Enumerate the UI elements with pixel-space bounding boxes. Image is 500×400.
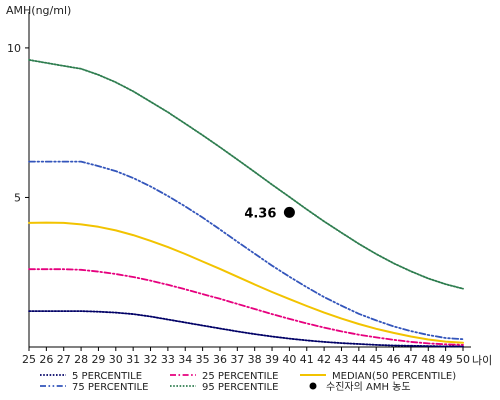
x-tick-label: 48 — [421, 353, 435, 366]
x-tick-label: 28 — [74, 353, 88, 366]
x-tick-label: 41 — [300, 353, 314, 366]
legend-label-5-percentile: 5 PERCENTILE — [72, 371, 142, 382]
x-tick-label: 34 — [178, 353, 192, 366]
series-layer — [28, 59, 464, 348]
x-tick-label: 33 — [161, 353, 175, 366]
legend-label-median-50-percentile: MEDIAN(50 PERCENTILE) — [332, 371, 456, 382]
x-axis-title: 나이 — [472, 354, 492, 367]
legend-swatch-patient — [309, 382, 317, 390]
y-tick-label: 5 — [14, 191, 21, 204]
legend-label-95-percentile: 95 PERCENTILE — [202, 382, 278, 393]
series-line-75-percentile — [28, 160, 464, 341]
legend-label-25-percentile: 25 PERCENTILE — [202, 371, 278, 382]
x-tick-label: 44 — [352, 353, 366, 366]
patient-amh-point — [283, 206, 295, 218]
x-tick-label: 43 — [334, 353, 348, 366]
x-tick-label: 32 — [144, 353, 158, 366]
series-line-95-percentile — [28, 59, 464, 290]
y-axis-title: AMH(ng/ml) — [6, 4, 71, 17]
legend: 5 PERCENTILE 25 PERCENTILE MEDIAN(50 PERCE… — [40, 371, 456, 393]
x-tick-label: 39 — [265, 353, 279, 366]
x-tick-label: 49 — [439, 353, 453, 366]
x-tick-label: 46 — [387, 353, 401, 366]
x-tick-label: 36 — [213, 353, 227, 366]
x-tick-label: 35 — [196, 353, 210, 366]
patient-marker-layer: 4.36 — [244, 206, 295, 221]
x-tick-label: 38 — [248, 353, 262, 366]
x-tick-label: 45 — [369, 353, 383, 366]
x-tick-label: 37 — [230, 353, 244, 366]
legend-label-75-percentile: 75 PERCENTILE — [72, 382, 148, 393]
series-line-5-percentile — [28, 310, 464, 348]
x-tick-label: 42 — [317, 353, 331, 366]
series-line-25-percentile — [28, 268, 464, 346]
x-tick-label: 40 — [282, 353, 296, 366]
y-tick-label: 10 — [7, 42, 21, 55]
x-tick-label: 25 — [22, 353, 36, 366]
x-tick-label: 47 — [404, 353, 418, 366]
x-tick-label: 31 — [126, 353, 140, 366]
legend-label-patient: 수진자의 AMH 농도 — [326, 381, 411, 393]
patient-amh-value-label: 4.36 — [244, 206, 276, 221]
x-tick-label: 26 — [39, 353, 53, 366]
x-tick-label: 27 — [57, 353, 71, 366]
x-tick-label: 30 — [109, 353, 123, 366]
series-line-median-50-percentile — [28, 221, 464, 344]
x-tick-label: 29 — [91, 353, 105, 366]
x-tick-label: 50 — [456, 353, 470, 366]
